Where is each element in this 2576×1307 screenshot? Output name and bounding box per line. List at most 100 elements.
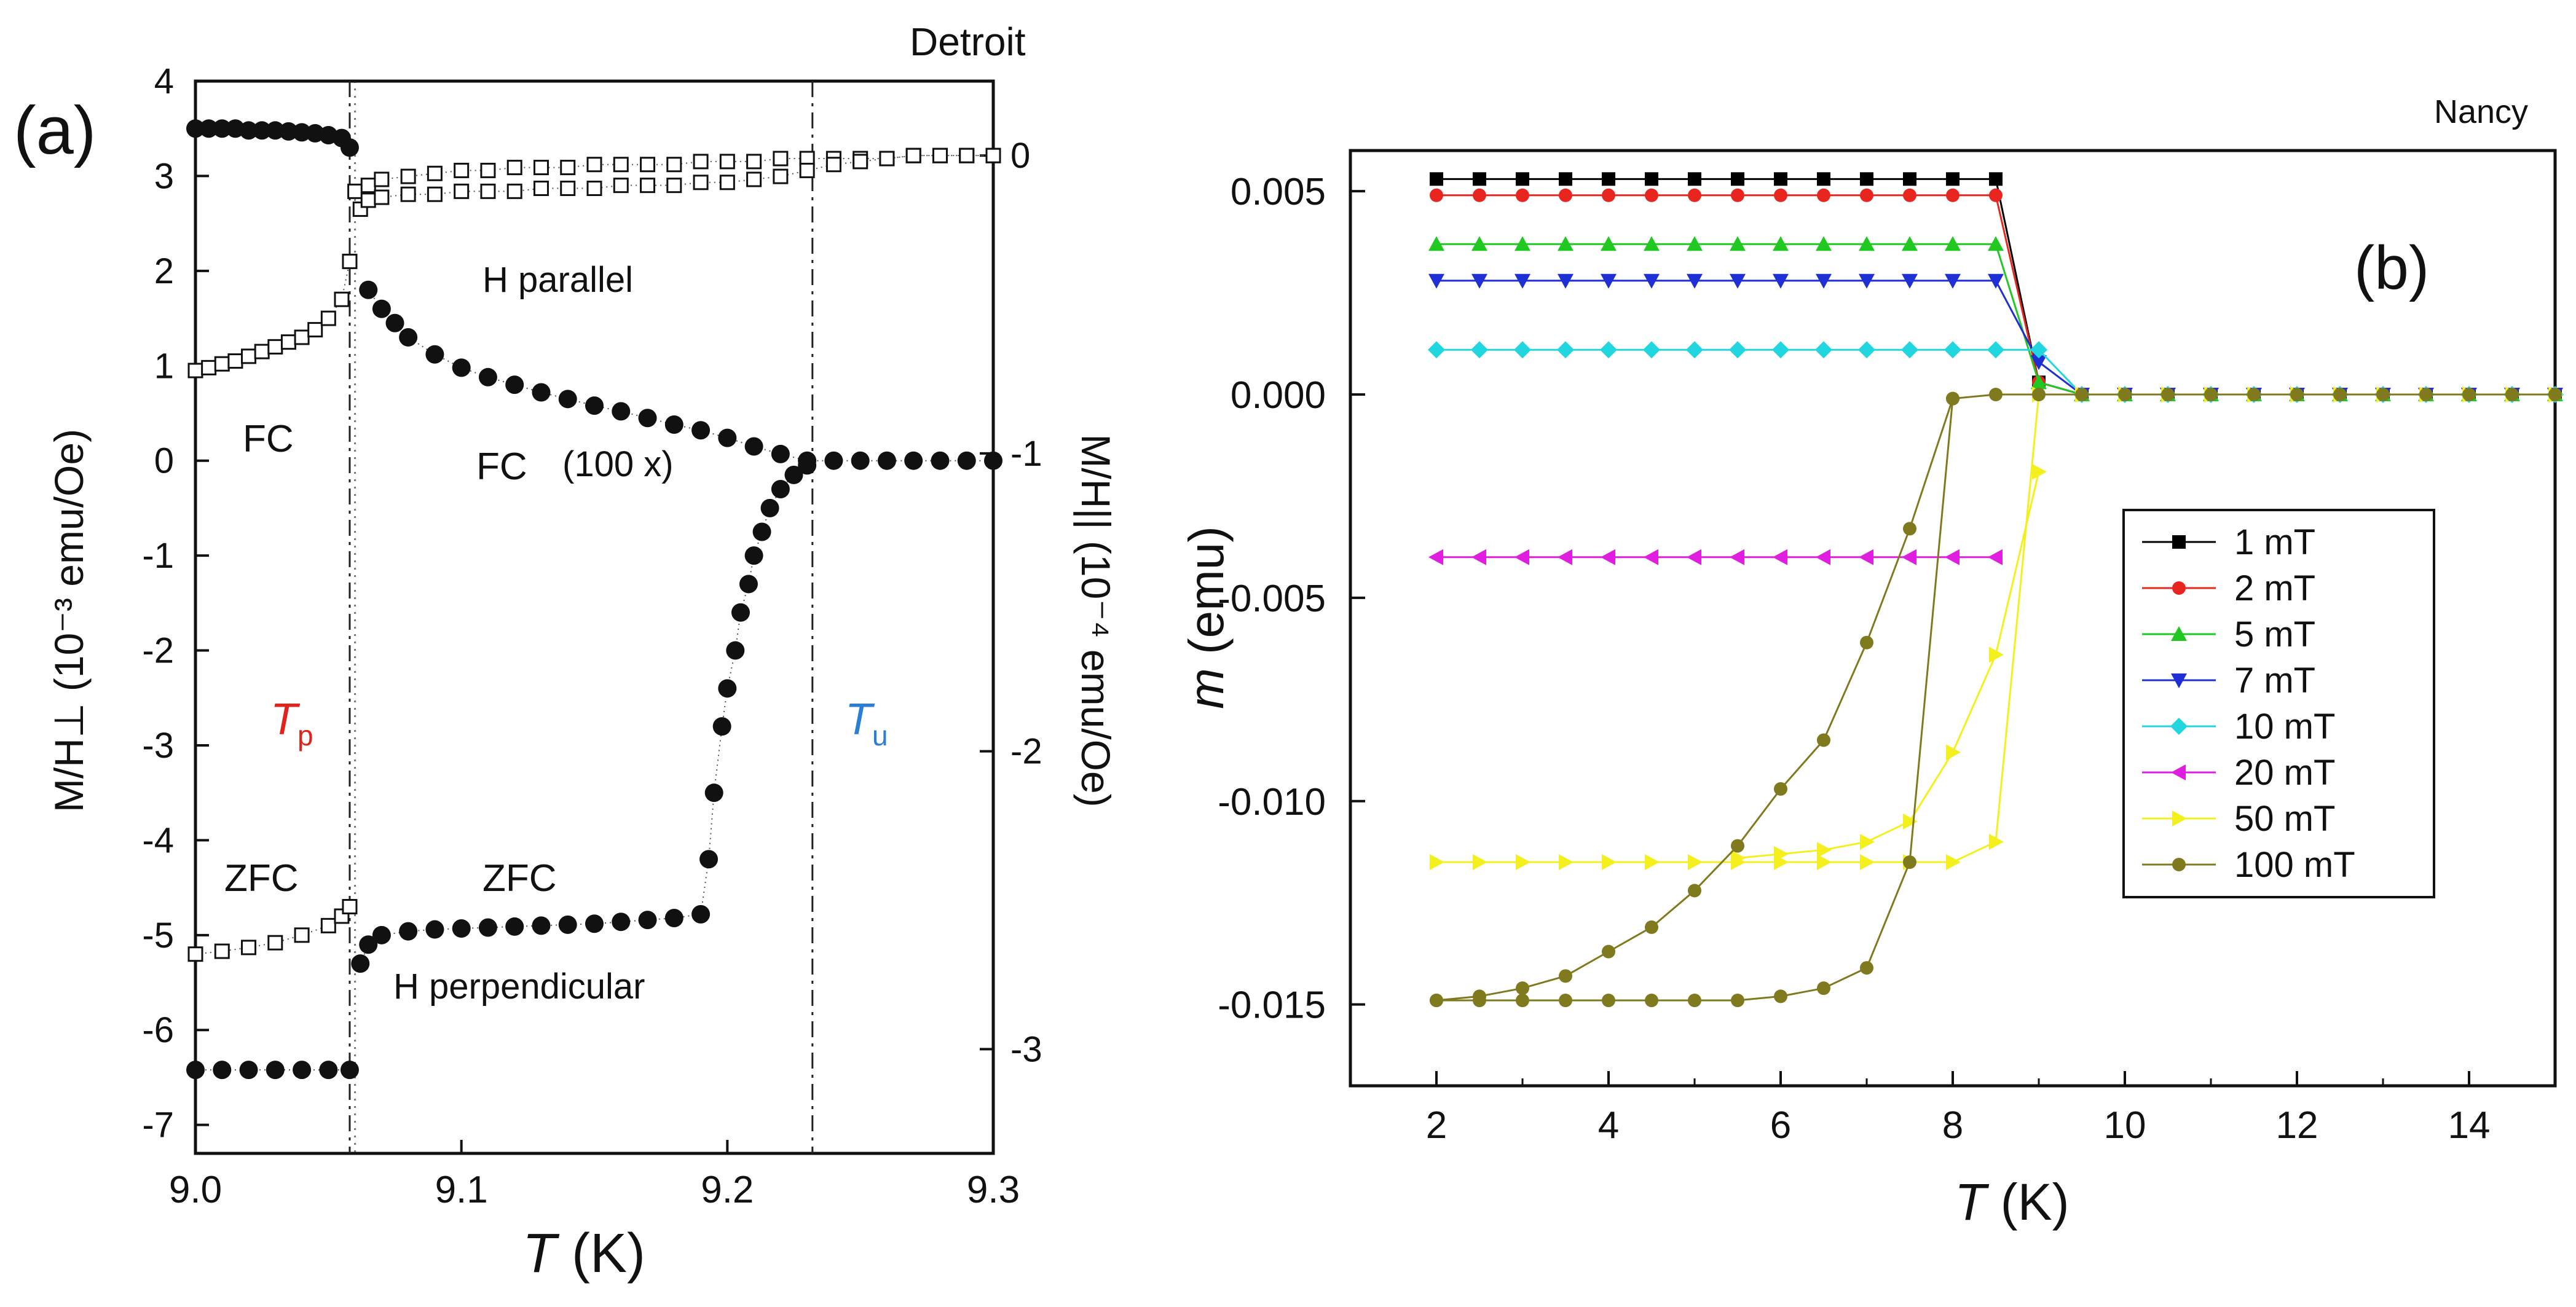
panel-b-series-8-point — [2247, 388, 2261, 402]
panel-a-label: (a) — [14, 93, 96, 168]
panel-b-series-0-point — [1688, 172, 1701, 186]
panel-b-series-6-point — [1516, 854, 1530, 871]
legend-swatch-marker — [2170, 718, 2188, 735]
panel-b-series-8-point — [2505, 388, 2519, 402]
panel-b-series-5-point — [1687, 549, 1701, 565]
panel-b-series-7-point — [1903, 813, 1918, 830]
panel-a-marker-open-square — [799, 162, 815, 178]
panel-a-source: Detroit — [910, 20, 1026, 64]
panel-a-marker-open-square — [719, 175, 735, 190]
legend-swatch-marker — [2172, 810, 2187, 826]
panel-a-marker-open-square — [506, 160, 522, 176]
panel-b-series-4-point — [1901, 341, 1918, 359]
panel-a-marker-open-square — [342, 898, 358, 914]
panel-a-marker-open-square — [241, 940, 257, 956]
panel-b-series-9-point — [1645, 994, 1658, 1008]
panel-a-markers — [186, 119, 1002, 1080]
panel-b-series-8-point — [2032, 388, 2046, 402]
panel-b-series-4-point — [1557, 341, 1574, 359]
panel-a-marker-filled-circle — [279, 122, 298, 141]
panel-b-series-0-point — [1645, 172, 1658, 186]
legend-entry-label: 100 mT — [2234, 845, 2355, 885]
legend-entry-label: 10 mT — [2234, 707, 2335, 747]
panel-b-series-1-point — [1731, 188, 1744, 202]
panel-b-series-7-point — [1946, 744, 1961, 761]
panel-a-marker-filled-circle — [691, 421, 711, 440]
panel-a-marker-open-square — [347, 183, 363, 199]
panel-a-marker-filled-circle — [638, 409, 657, 428]
panel-a-marker-filled-circle — [266, 121, 285, 140]
panel-b-y-axis-label: m (emu) — [1179, 526, 1234, 709]
panel-a-marker-filled-circle — [699, 850, 719, 869]
panel-b-y-tick-label: 0.005 — [1231, 171, 1326, 213]
panel-a-marker-filled-circle — [505, 917, 524, 936]
panel-a-marker-filled-circle — [213, 1061, 232, 1080]
panel-a-marker-filled-circle — [585, 914, 604, 933]
panel-b-x-tick-label: 14 — [2448, 1104, 2491, 1147]
legend-swatch-marker — [2172, 535, 2186, 549]
panel-a-marker-filled-circle — [731, 603, 750, 622]
panel-a-marker-open-square — [400, 186, 416, 202]
panel-a-marker-open-square — [254, 343, 270, 359]
panel-a-y-tick-label-left: -2 — [142, 631, 174, 671]
panel-b-series-8-point — [2161, 388, 2175, 402]
panel-a-x-tick-label: 9.2 — [701, 1169, 754, 1211]
panel-b-series-2-point — [1859, 236, 1875, 251]
panel-b-series-6-point — [1688, 854, 1703, 871]
panel-b-series-5-point — [1773, 549, 1787, 565]
panel-b-series-5-point — [1601, 549, 1615, 565]
panel-a-marker-open-square — [187, 363, 203, 379]
panel-b-series-5-point — [1902, 549, 1916, 565]
panel-b-x-tick-label: 8 — [1942, 1104, 1963, 1147]
annotation-fc-left: FC — [243, 418, 294, 460]
panel-b-series-5-point — [1945, 549, 1960, 565]
panel-a-marker-open-square — [241, 348, 257, 364]
panel-b-series-5-point — [1730, 549, 1744, 565]
panel-a-marker-open-square — [480, 183, 496, 199]
panel-b-series-9-point — [1430, 994, 1443, 1008]
panel-b-series-9-point — [1688, 994, 1701, 1008]
panel-b-series-0-point — [1903, 172, 1916, 186]
panel-a-y-tick-label-left: 1 — [154, 346, 174, 386]
panel-a-marker-filled-circle — [904, 451, 923, 470]
panel-b-series-5-point — [1988, 549, 2003, 565]
panel-a-marker-filled-circle — [478, 367, 497, 387]
panel-a-series-1-trace — [195, 906, 350, 955]
panel-a-x-axis-label: T (K) — [522, 1223, 645, 1284]
panel-a-marker-filled-circle — [359, 935, 378, 954]
panel-a-marker-filled-circle — [532, 916, 551, 935]
panel-b-x-axis-label: T (K) — [1955, 1173, 2070, 1231]
panel-b-series-9-point — [1516, 994, 1529, 1008]
panel-a-marker-open-square — [307, 322, 323, 338]
panel-a-x-unit: (K) — [556, 1223, 645, 1284]
panel-b-series-8-point — [1645, 920, 1658, 934]
tp-symbol: T — [270, 695, 301, 744]
panel-b-series-2-point — [1558, 236, 1574, 251]
panel-a-y-tick-label-right: -2 — [1010, 732, 1042, 772]
panel-a-marker-filled-circle — [340, 1061, 359, 1080]
panel-b-series-2-point — [1601, 236, 1617, 251]
panel-b-series-8-point — [1688, 884, 1701, 898]
panel-a-y-tick-label-left: -4 — [142, 820, 174, 860]
panel-b-series-1-point — [1774, 188, 1787, 202]
legend-entry-label: 2 mT — [2234, 568, 2315, 608]
panel-a-marker-filled-circle — [718, 679, 737, 698]
panel-b-series-2-point — [2031, 374, 2047, 390]
panel-a-y-tick-label-right: 0 — [1010, 136, 1030, 176]
panel-a-marker-open-square — [640, 157, 656, 173]
panel-b-y-tick-label: -0.005 — [1218, 578, 1326, 620]
panel-a-y-tick-label-left: -7 — [142, 1105, 174, 1145]
panel-a-marker-filled-circle — [712, 717, 731, 736]
panel-a-marker-filled-circle — [399, 328, 418, 347]
panel-b-series-0-point — [1602, 172, 1615, 186]
panel-a-marker-open-square — [959, 147, 975, 163]
panel-a-marker-open-square — [334, 291, 350, 307]
panel-b-series-3-point — [1514, 273, 1530, 289]
panel-a-marker-filled-circle — [638, 911, 657, 930]
panel-a-marker-open-square — [879, 151, 895, 167]
panel-b-series-8-point — [1903, 522, 1916, 536]
panel-b-series-3-point — [1730, 273, 1746, 289]
panel-b-series-1-point — [1559, 188, 1572, 202]
panel-a-marker-filled-circle — [253, 121, 272, 140]
